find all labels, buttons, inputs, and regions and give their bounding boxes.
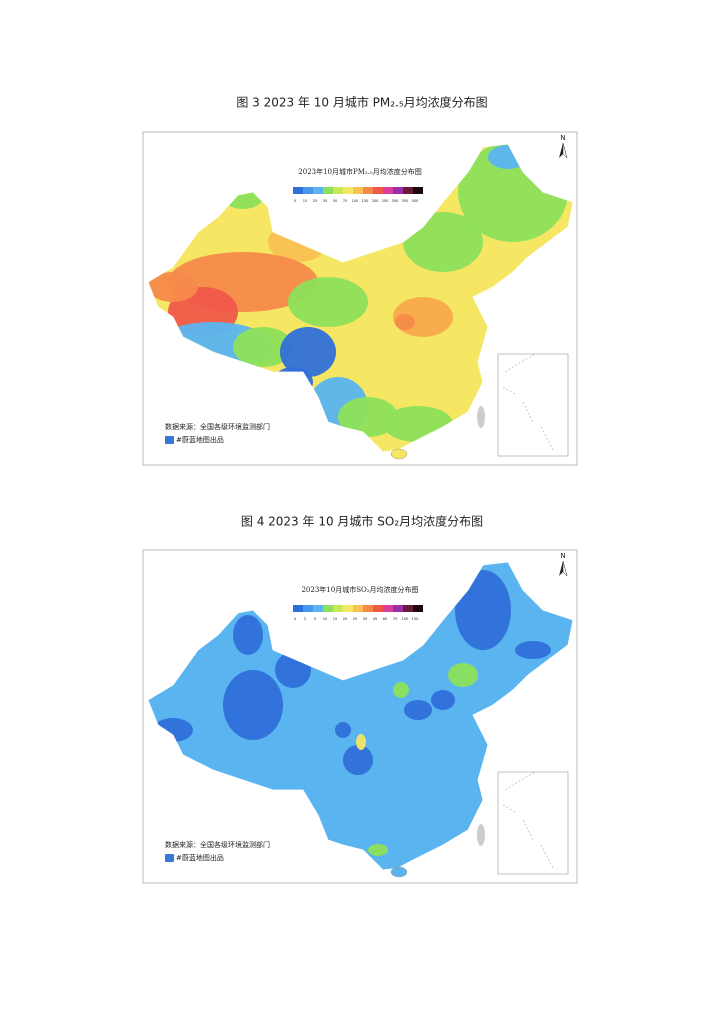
north-arrow-half — [562, 560, 568, 577]
legend-label: 35 — [323, 199, 327, 203]
china-border — [147, 143, 574, 453]
north-arrow — [559, 561, 563, 576]
legend-swatch — [293, 605, 303, 612]
map-regions — [153, 570, 551, 856]
figure-caption: 图 4 2023 年 10 月城市 SO₂月均浓度分布图 — [241, 514, 483, 529]
legend-label: 250 — [382, 199, 389, 203]
legend-label: 25 — [353, 617, 357, 621]
legend-label: 20 — [343, 617, 347, 621]
region — [335, 722, 351, 738]
region — [288, 277, 368, 327]
region — [223, 670, 283, 740]
legend-swatch — [383, 187, 393, 194]
legend-swatch — [413, 605, 423, 612]
north-label: N — [560, 552, 565, 560]
brand-label: #蔚蓝地图出品 — [176, 853, 224, 862]
legend-swatch — [373, 605, 383, 612]
legend-label: 0 — [294, 617, 296, 621]
brand-icon — [165, 436, 174, 444]
legend-label: 0 — [294, 199, 296, 203]
region — [404, 700, 432, 720]
legend-label: 25 — [313, 199, 317, 203]
legend-label: 15 — [333, 617, 337, 621]
legend-label: 350 — [402, 199, 409, 203]
region — [393, 682, 409, 698]
legend-label: 2 — [304, 617, 306, 621]
region — [368, 844, 388, 856]
legend-label: 150 — [412, 617, 419, 621]
region — [233, 327, 293, 367]
region — [338, 397, 398, 437]
legend-swatch — [323, 605, 333, 612]
legend-label: 200 — [372, 199, 379, 203]
figure-caption: 图 3 2023 年 10 月城市 PM₂.₅月均浓度分布图 — [236, 95, 487, 110]
legend-label: 500 — [412, 199, 419, 203]
taiwan — [477, 406, 485, 428]
north-arrow-half — [562, 142, 568, 159]
legend-label: 300 — [392, 199, 399, 203]
legend-label: 50 — [333, 199, 337, 203]
inset-frame — [497, 771, 569, 875]
china-border — [147, 561, 574, 871]
legend-swatch — [403, 605, 413, 612]
legend-swatch — [333, 187, 343, 194]
legend-swatch — [373, 187, 383, 194]
legend-label: 60 — [383, 617, 387, 621]
legend-label: 100 — [352, 199, 359, 203]
legend-swatch — [353, 605, 363, 612]
legend-swatch — [393, 605, 403, 612]
legend-swatch — [393, 187, 403, 194]
map-title: 2023年10月城市SO₂月均浓度分布图 — [301, 585, 418, 594]
brand-icon — [165, 854, 174, 862]
legend-label: 45 — [373, 617, 377, 621]
hainan — [390, 448, 408, 460]
legend-swatch — [323, 187, 333, 194]
legend-swatch — [303, 605, 313, 612]
legend-swatch — [403, 187, 413, 194]
region — [356, 734, 366, 750]
region — [280, 327, 336, 377]
map-title: 2023年10月城市PM₂.₅月均浓度分布图 — [298, 167, 421, 176]
region — [395, 314, 415, 330]
legend-swatch — [343, 187, 353, 194]
legend-swatch — [313, 187, 323, 194]
hainan — [390, 866, 408, 878]
brand-label: #蔚蓝地图出品 — [176, 435, 224, 444]
legend-swatch — [313, 605, 323, 612]
region — [515, 641, 551, 659]
inset-frame — [497, 353, 569, 457]
taiwan — [477, 824, 485, 846]
legend-label: 75 — [343, 199, 347, 203]
legend-label: 15 — [303, 199, 307, 203]
legend-label: 75 — [393, 617, 397, 621]
legend-label: 10 — [323, 617, 327, 621]
legend-label: 100 — [402, 617, 409, 621]
legend-swatch — [303, 187, 313, 194]
source-note: 数据来源：全国各级环境监测部门 — [165, 422, 270, 431]
legend-swatch — [413, 187, 423, 194]
legend-swatch — [293, 187, 303, 194]
legend-swatch — [363, 187, 373, 194]
region — [431, 690, 455, 710]
legend-swatch — [353, 187, 363, 194]
legend-label: 150 — [362, 199, 369, 203]
north-arrow — [559, 143, 563, 158]
legend-swatch — [343, 605, 353, 612]
region — [455, 570, 511, 650]
region — [448, 663, 478, 687]
legend-swatch — [363, 605, 373, 612]
legend-swatch — [383, 605, 393, 612]
region — [148, 272, 198, 302]
legend-label: 5 — [314, 617, 316, 621]
legend-swatch — [333, 605, 343, 612]
north-label: N — [560, 134, 565, 142]
region — [233, 615, 263, 655]
legend-label: 35 — [363, 617, 367, 621]
region — [343, 745, 373, 775]
source-note: 数据来源：全国各级环境监测部门 — [165, 840, 270, 849]
